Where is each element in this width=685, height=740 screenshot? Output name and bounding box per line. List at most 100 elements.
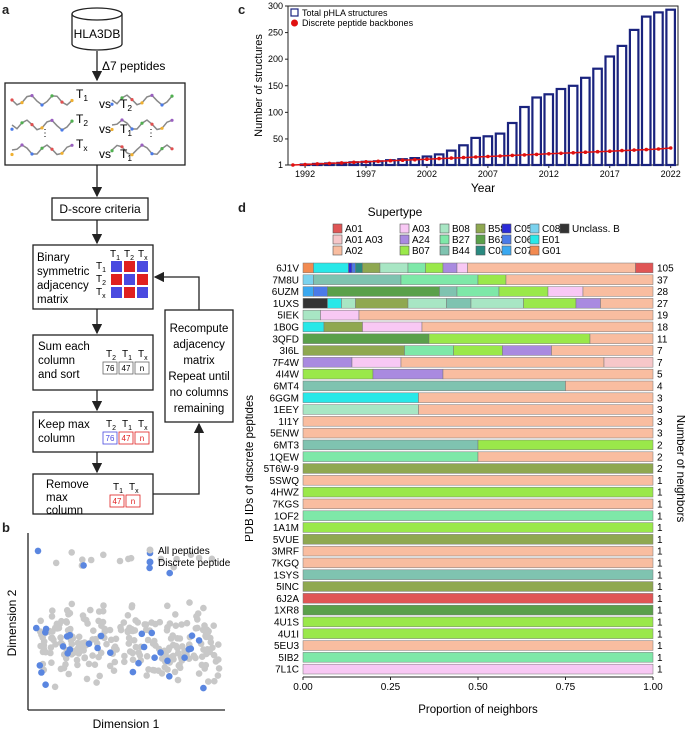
peptide-backbones: [10, 93, 174, 157]
row-label-5IEK: 5IEK: [277, 311, 299, 322]
legend-swatch-c08: [529, 223, 540, 234]
segment-3QFD-a02: [589, 333, 654, 344]
discrete-peptide-point: [85, 640, 93, 647]
row-label-6GGM: 6GGM: [270, 393, 299, 404]
segment-5SWQ-a02: [302, 475, 654, 486]
all-peptide-point: [65, 670, 72, 678]
row-label-4I4W: 4I4W: [276, 370, 300, 381]
discrete-peptide-point: [59, 643, 67, 650]
legend-swatch-b62: [475, 234, 486, 245]
sum-cell: [134, 361, 150, 375]
all-peptide-point: [68, 640, 76, 648]
x-axis-label: Proportion of neighbors: [418, 704, 538, 716]
row-label-5VUE: 5VUE: [273, 535, 299, 546]
discrete-point-1992: [303, 162, 307, 167]
discrete-point-1997: [364, 160, 368, 164]
segment-6J2A-a01: [302, 593, 654, 604]
all-peptide-point: [65, 611, 72, 618]
row-count-1EEY: 3: [657, 405, 663, 416]
all-peptide-point: [96, 672, 103, 680]
all-peptide-point: [81, 654, 88, 662]
all-peptide-point: [214, 672, 222, 679]
segment-5IEK-b08: [302, 309, 321, 321]
row-count-1I1Y: 3: [657, 417, 663, 428]
row-count-6GGM: 3: [657, 393, 663, 404]
segment-5IEK-a02: [358, 309, 654, 321]
keep-cell: [118, 431, 134, 445]
all-peptide-point: [210, 622, 217, 629]
residue-atom: [60, 100, 64, 104]
bar-2014: [567, 84, 579, 167]
all-peptide-point: [49, 634, 56, 642]
all-peptide-point: [117, 623, 124, 631]
row-count-1OF2: 1: [657, 511, 663, 522]
all-peptide-point: [135, 649, 142, 656]
all-peptide-point: [202, 632, 209, 640]
bar-2018: [616, 44, 628, 167]
all-peptide-point: [103, 640, 110, 648]
segment-1I1Y-a02: [302, 416, 654, 427]
segment-6J1V-b08: [379, 262, 409, 274]
legend-label-e01: E01: [542, 235, 560, 246]
binary-label-line: symmetric: [37, 266, 90, 278]
all-peptide-point: [215, 641, 222, 648]
discrete-series: [291, 146, 673, 167]
row-count-7KGS: 1: [657, 500, 663, 511]
discrete-point-2014: [571, 151, 575, 155]
vs-label: vs: [99, 147, 111, 161]
discrete-peptide-point: [42, 681, 49, 688]
all-peptide-point: [207, 638, 215, 646]
discrete-point-2021: [656, 147, 661, 151]
segment-6UZM-a03: [547, 286, 584, 297]
x-tick-label: 0.25: [381, 682, 401, 693]
row-label-3I6L: 3I6L: [280, 346, 300, 357]
residue-atom: [130, 98, 134, 102]
compare-left: T1: [76, 87, 88, 103]
all-peptide-point: [174, 644, 181, 652]
all-peptide-point: [99, 607, 107, 615]
matrix-cell: [137, 287, 148, 298]
all-peptide-point: [208, 555, 216, 563]
segment-1UXS-b08: [407, 298, 447, 309]
legend-swatch-b44: [439, 245, 450, 256]
segment-7F4W-a02: [400, 357, 605, 368]
all-peptide-point: [172, 611, 179, 618]
row-count-5IEK: 19: [657, 311, 669, 322]
all-peptide-point: [113, 646, 120, 653]
panel-label-b: b: [2, 520, 10, 535]
segment-1UXS-b08: [470, 298, 524, 309]
row-label-1SYS: 1SYS: [273, 570, 299, 581]
discrete-peptide-point: [34, 547, 42, 555]
row-count-1UXS: 27: [657, 299, 669, 310]
row-label-4HWZ: 4HWZ: [271, 488, 299, 499]
all-peptide-point: [57, 665, 65, 673]
all-peptide-point: [121, 658, 128, 666]
segment-7M8U-b44: [313, 274, 402, 285]
compare-left: Tx: [76, 137, 88, 153]
segment-3MRF-a02: [302, 545, 654, 557]
x-tick-label: 2022: [661, 169, 681, 179]
discrete-point-2004: [449, 156, 454, 160]
row-label-7KGS: 7KGS: [272, 500, 299, 511]
all-peptide-point: [129, 649, 136, 657]
bars: [299, 8, 676, 167]
vs-label: vs: [99, 122, 111, 136]
compare-left: T2: [76, 112, 88, 128]
all-peptide-point: [141, 621, 148, 628]
row-label-1B0G: 1B0G: [273, 323, 299, 334]
all-peptide-point: [51, 624, 59, 632]
keep-col-label: T2: [106, 419, 116, 432]
all-peptide-point: [100, 602, 107, 609]
all-peptide-point: [183, 619, 191, 627]
all-peptide-point: [62, 655, 70, 662]
legend-label-b07: B07: [412, 246, 430, 257]
segment-5VUE-b58: [302, 534, 654, 545]
y-tick-label: 200: [268, 54, 283, 64]
discrete-point-2002: [425, 157, 429, 161]
segment-7KGS-a02: [302, 498, 654, 510]
all-peptide-point: [145, 666, 152, 673]
all-peptide-point: [156, 618, 164, 626]
segment-1UXS-unclass-b: [302, 298, 328, 309]
